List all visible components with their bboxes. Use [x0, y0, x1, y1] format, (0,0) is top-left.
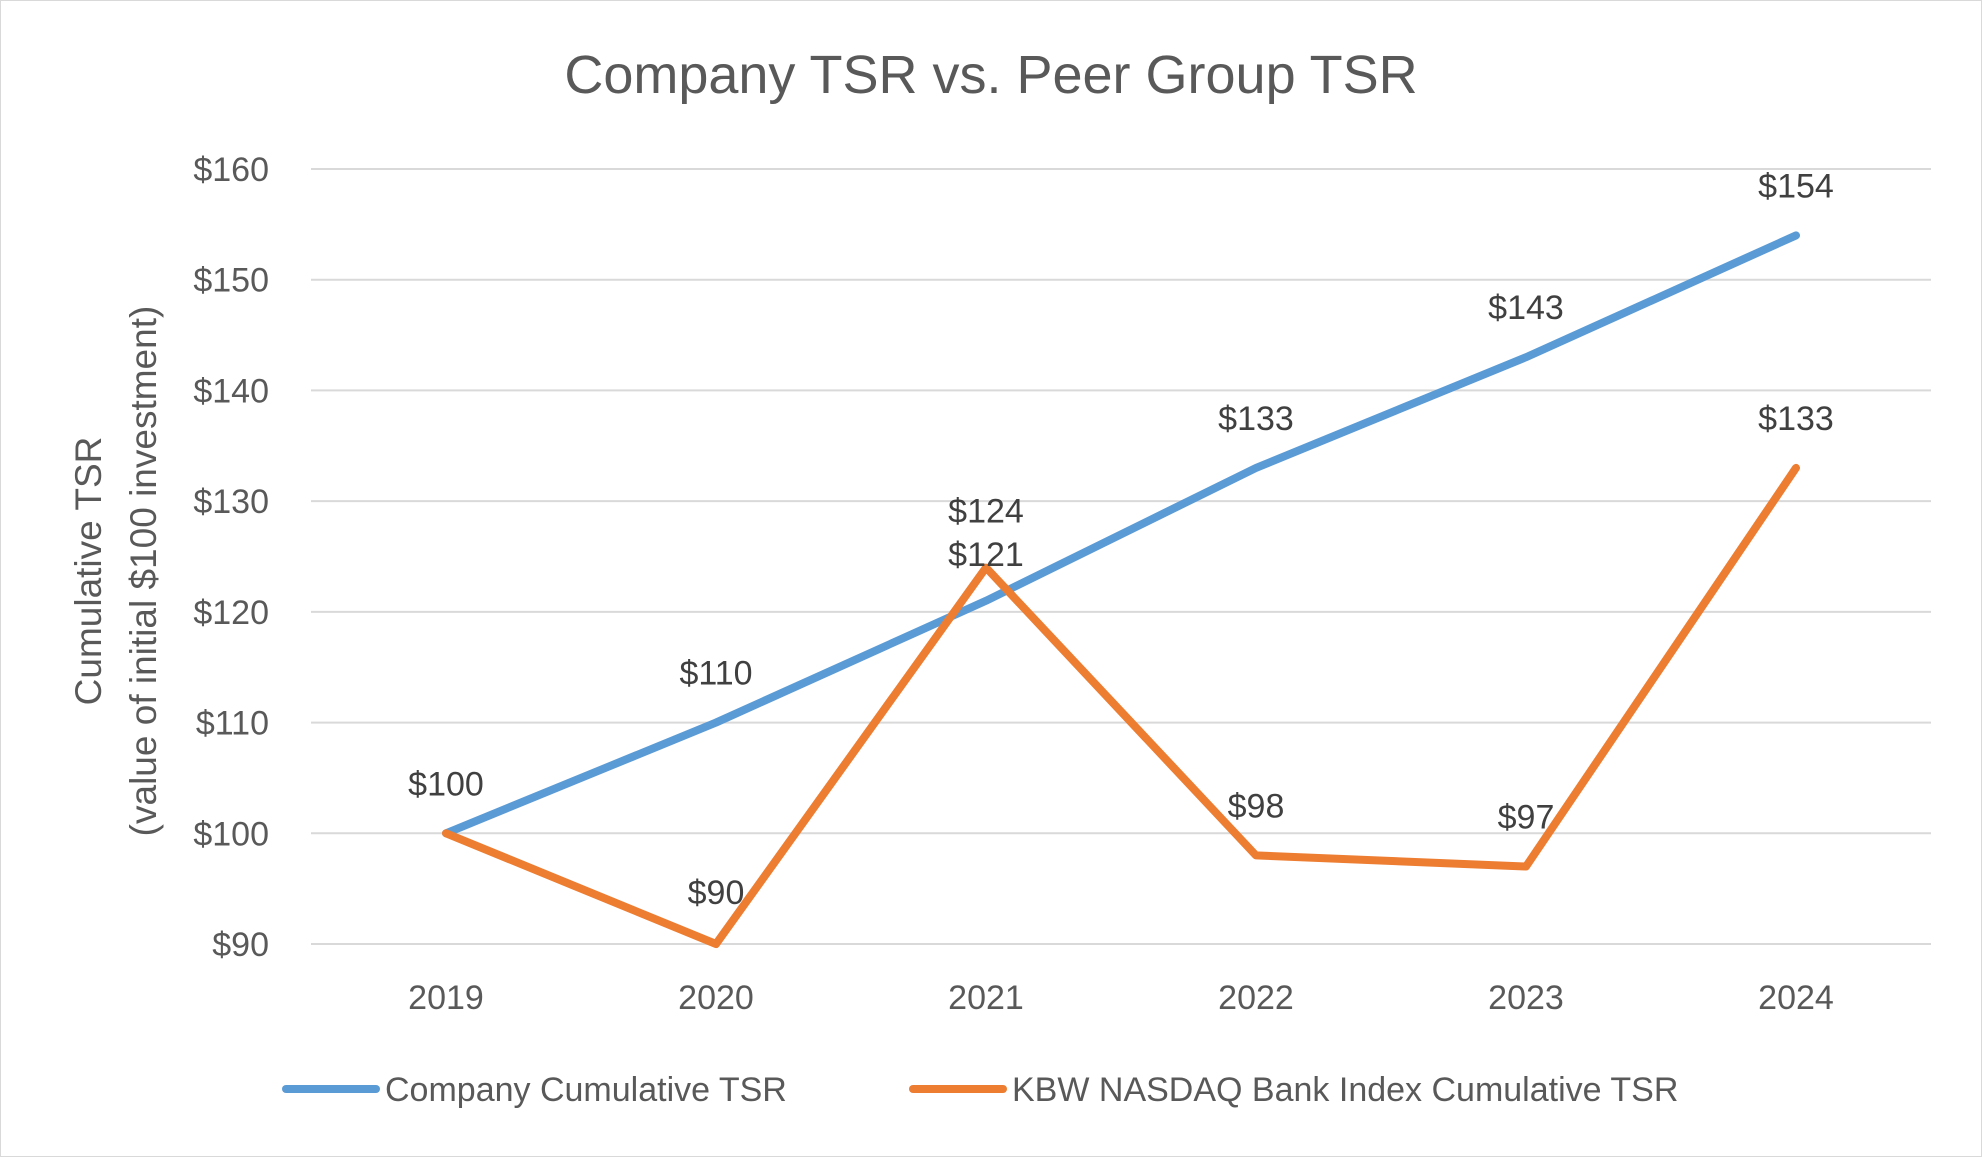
company-data-label: $154 — [1758, 167, 1834, 205]
y-tick-label: $110 — [196, 705, 269, 743]
company-data-label: $110 — [679, 655, 752, 693]
kbw-index-tsr-line — [442, 463, 1800, 948]
x-axis-ticks: 2019 2020 2021 2022 2023 2024 — [408, 979, 1834, 1017]
company-data-label: $121 — [948, 536, 1024, 574]
kbw-legend-label: KBW NASDAQ Bank Index Cumulative TSR — [1012, 1071, 1678, 1109]
y-tick-label: $120 — [193, 594, 269, 632]
y-axis-title-line2: (value of initial $100 investment) — [123, 306, 164, 837]
series-lines — [442, 231, 1800, 948]
y-axis-title-line1: Cumulative TSR — [68, 437, 109, 706]
x-tick-label: 2024 — [1758, 979, 1834, 1017]
y-tick-label: $130 — [193, 483, 269, 521]
company-legend-label: Company Cumulative TSR — [385, 1071, 787, 1109]
kbw-data-label: $124 — [948, 493, 1024, 531]
kbw-data-label: $133 — [1758, 400, 1834, 438]
company-data-label: $133 — [1218, 400, 1294, 438]
company-tsr-line — [442, 231, 1800, 838]
y-tick-label: $140 — [193, 372, 269, 410]
y-axis-ticks: $90 $100 $110 $120 $130 $140 $150 $160 — [193, 151, 269, 964]
chart-title: Company TSR vs. Peer Group TSR — [564, 45, 1417, 105]
x-tick-label: 2022 — [1218, 979, 1294, 1017]
y-tick-label: $150 — [193, 262, 269, 300]
y-tick-label: $160 — [193, 151, 269, 189]
x-tick-label: 2019 — [408, 979, 484, 1017]
y-tick-label: $90 — [212, 926, 269, 964]
x-tick-label: 2023 — [1488, 979, 1564, 1017]
kbw-data-label: $98 — [1228, 787, 1285, 825]
kbw-data-label: $97 — [1498, 799, 1555, 837]
kbw-data-label: $90 — [688, 874, 745, 912]
gridlines — [311, 168, 1931, 945]
legend: Company Cumulative TSR KBW NASDAQ Bank In… — [282, 1071, 1678, 1109]
x-tick-label: 2021 — [948, 979, 1024, 1017]
y-tick-label: $100 — [193, 815, 269, 853]
x-tick-label: 2020 — [678, 979, 754, 1017]
company-data-label: $143 — [1488, 289, 1564, 327]
company-data-label: $100 — [408, 765, 484, 803]
data-labels: $100 $110 $121 $133 $143 $154 $90 $124 $98 $97 $13… — [408, 167, 1834, 912]
